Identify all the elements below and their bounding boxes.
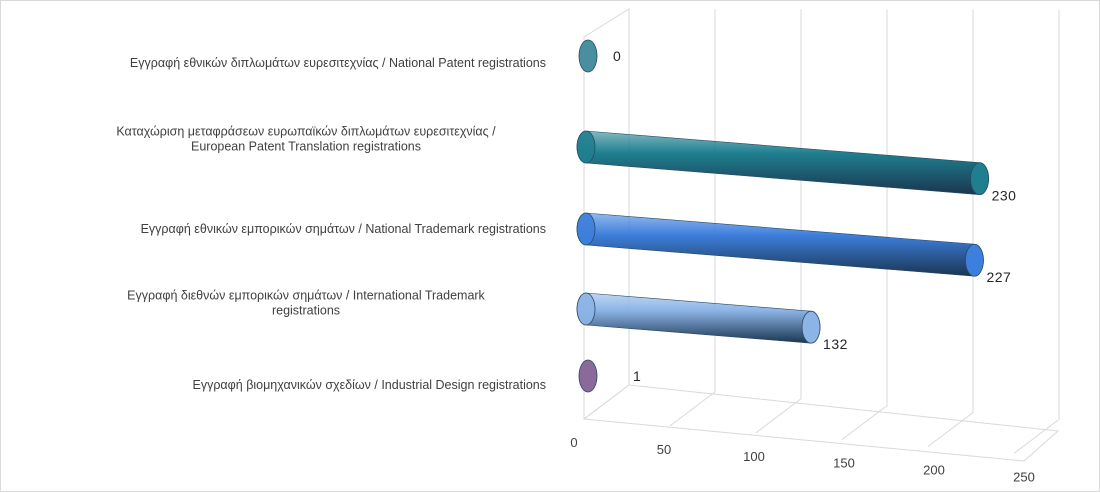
category-label: Εγγραφή βιομηχανικών σχεδίων / Industria… [192, 378, 546, 392]
bar [576, 212, 984, 277]
tick-label: 100 [743, 449, 765, 464]
data-labels: 0 230 227 132 1 [613, 48, 1016, 384]
bar [576, 130, 989, 196]
category-label: registrations [272, 304, 340, 318]
tick-label: 200 [923, 463, 945, 478]
category-labels: Εγγραφή εθνικών διπλωμάτων ευρεσιτεχνίας… [116, 56, 546, 392]
category-label: Εγγραφή εθνικών διπλωμάτων ευρεσιτεχνίας… [130, 56, 546, 70]
gridline [669, 9, 716, 427]
data-label: 0 [613, 48, 621, 64]
gridline [1013, 9, 1060, 454]
gridline [927, 9, 974, 447]
tick-label: 250 [1013, 469, 1035, 484]
category-label: Καταχώριση μεταφράσεων ευρωπαϊκών διπλωμ… [116, 125, 496, 139]
bar [578, 39, 598, 73]
gridline [755, 9, 802, 434]
data-label: 1 [633, 368, 641, 384]
data-label: 132 [823, 336, 848, 352]
floor [583, 384, 1060, 462]
data-label: 230 [992, 188, 1017, 204]
tick-labels: 0 50 100 150 200 250 [570, 435, 1034, 484]
bar [578, 359, 598, 393]
gridlines [583, 9, 1060, 454]
category-label: Εγγραφή εθνικών εμπορικών σημάτων / Nati… [141, 222, 546, 236]
tick-label: 0 [570, 435, 577, 450]
category-label: European Patent Translation registration… [191, 140, 421, 154]
tick-label: 50 [657, 442, 671, 457]
data-label: 227 [986, 269, 1011, 285]
bar [576, 292, 821, 344]
bars [576, 39, 989, 393]
tick-label: 150 [833, 456, 855, 471]
gridline [841, 9, 888, 441]
category-label: Εγγραφή διεθνών εμπορικών σημάτων / Inte… [127, 289, 485, 303]
